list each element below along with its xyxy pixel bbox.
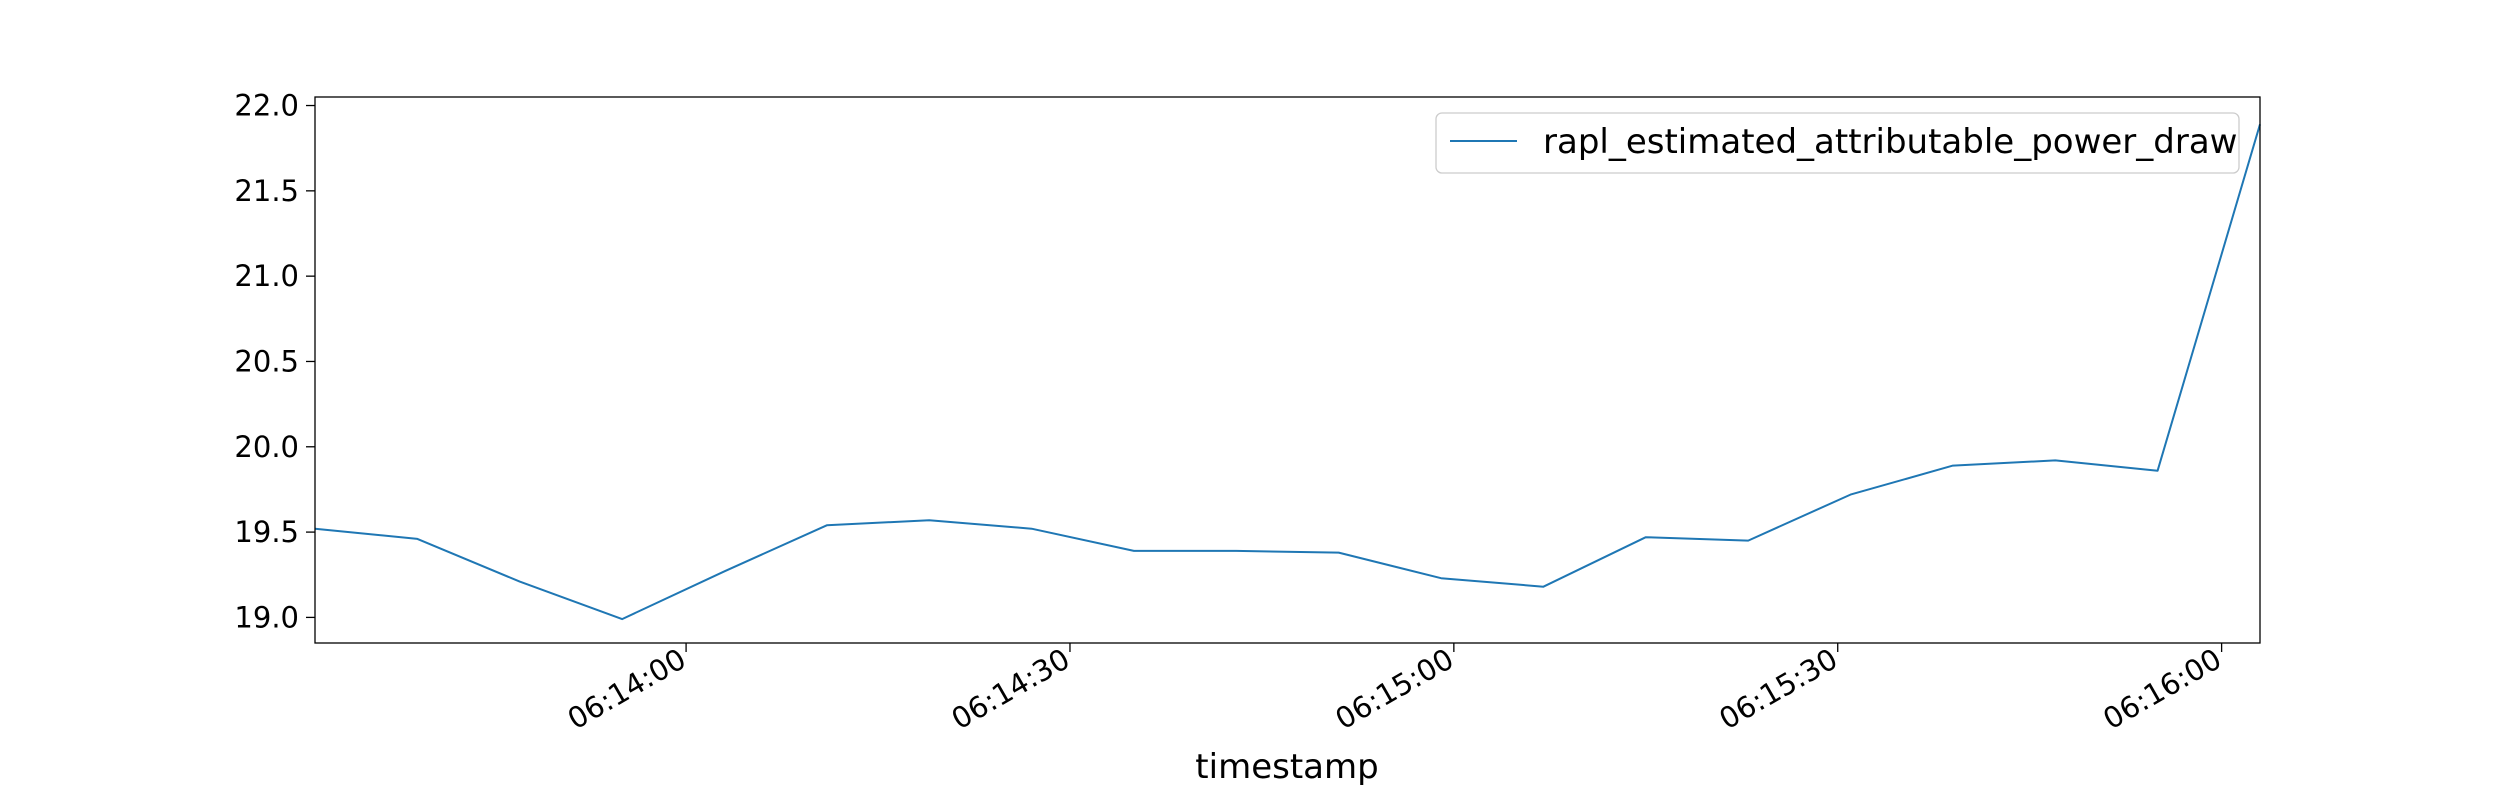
x-tick-label: 06:15:30: [1713, 642, 1843, 737]
y-tick-label: 20.0: [234, 430, 299, 464]
chart-marks: [314, 124, 2261, 621]
series-line-0: [314, 124, 2261, 621]
x-axis: 06:14:00 06:14:30 06:15:00 06:15:30 06:16:00: [562, 642, 2227, 737]
x-tick-label: 06:16:00: [2097, 642, 2227, 737]
y-tick-label: 19.0: [234, 600, 299, 634]
legend-box: [1435, 112, 2240, 174]
y-tick-label: 21.0: [234, 259, 299, 293]
y-tick-label: 21.5: [234, 174, 299, 208]
x-tick-label: 06:14:00: [562, 642, 692, 737]
y-tick-label: 19.5: [234, 515, 299, 549]
x-tick-label: 06:14:30: [946, 642, 1076, 737]
legend-entry-label: rapl_estimated_attributable_power_draw: [1543, 122, 2238, 162]
y-tick-label: 22.0: [234, 89, 299, 123]
x-tick-label: 06:15:00: [1330, 642, 1460, 737]
legend: rapl_estimated_attributable_power_draw: [1435, 112, 2240, 174]
x-axis-label: timestamp: [1195, 747, 1378, 787]
plot-frame: [314, 96, 2261, 644]
y-axis: 19.0 19.5 20.0 20.5 21.0 21.5 22.0: [234, 89, 315, 634]
y-tick-label: 20.5: [234, 344, 299, 378]
